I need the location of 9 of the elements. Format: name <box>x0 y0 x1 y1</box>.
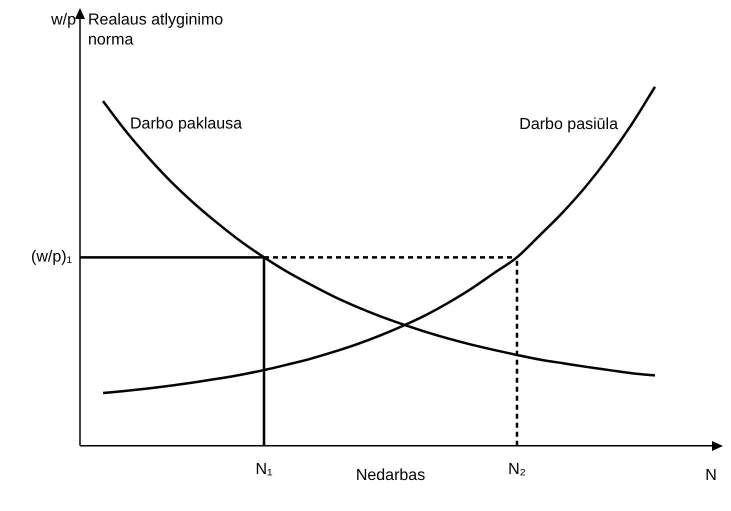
series-label: Darbo paklausa <box>130 116 242 133</box>
x-tick-label: N₁ <box>256 460 272 478</box>
x-tick-label: N₂ <box>508 460 526 478</box>
x-axis-title: N <box>705 467 717 484</box>
text: Realaus atlyginimo norma <box>88 11 224 48</box>
text: Nedarbas <box>356 467 426 484</box>
y-axis-title: w/p <box>50 11 76 28</box>
text: (w/p)₁ <box>31 248 72 266</box>
series-label: Darbo pasiūla <box>519 116 618 134</box>
